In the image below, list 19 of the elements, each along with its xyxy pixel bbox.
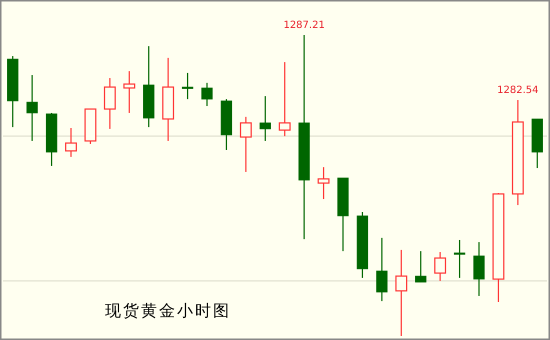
candlestick xyxy=(318,166,330,200)
candlestick xyxy=(182,72,194,100)
annotation: 1287.21 xyxy=(283,20,325,31)
candlestick xyxy=(473,241,485,297)
candlestick xyxy=(376,237,388,302)
candlestick xyxy=(65,127,77,158)
candlestick xyxy=(240,116,252,173)
candlestick xyxy=(454,239,466,279)
candlestick xyxy=(123,70,136,114)
candlestick xyxy=(434,251,446,282)
candlestick xyxy=(395,249,408,337)
candlestick xyxy=(201,82,213,107)
candlestick xyxy=(260,96,271,142)
text: 现货黄金小时图 xyxy=(105,301,231,320)
annotation: 1282.54 xyxy=(497,85,539,96)
candlestick xyxy=(415,250,426,283)
candlestick xyxy=(104,77,116,130)
candlestick xyxy=(26,74,38,142)
candlestick xyxy=(278,61,291,137)
